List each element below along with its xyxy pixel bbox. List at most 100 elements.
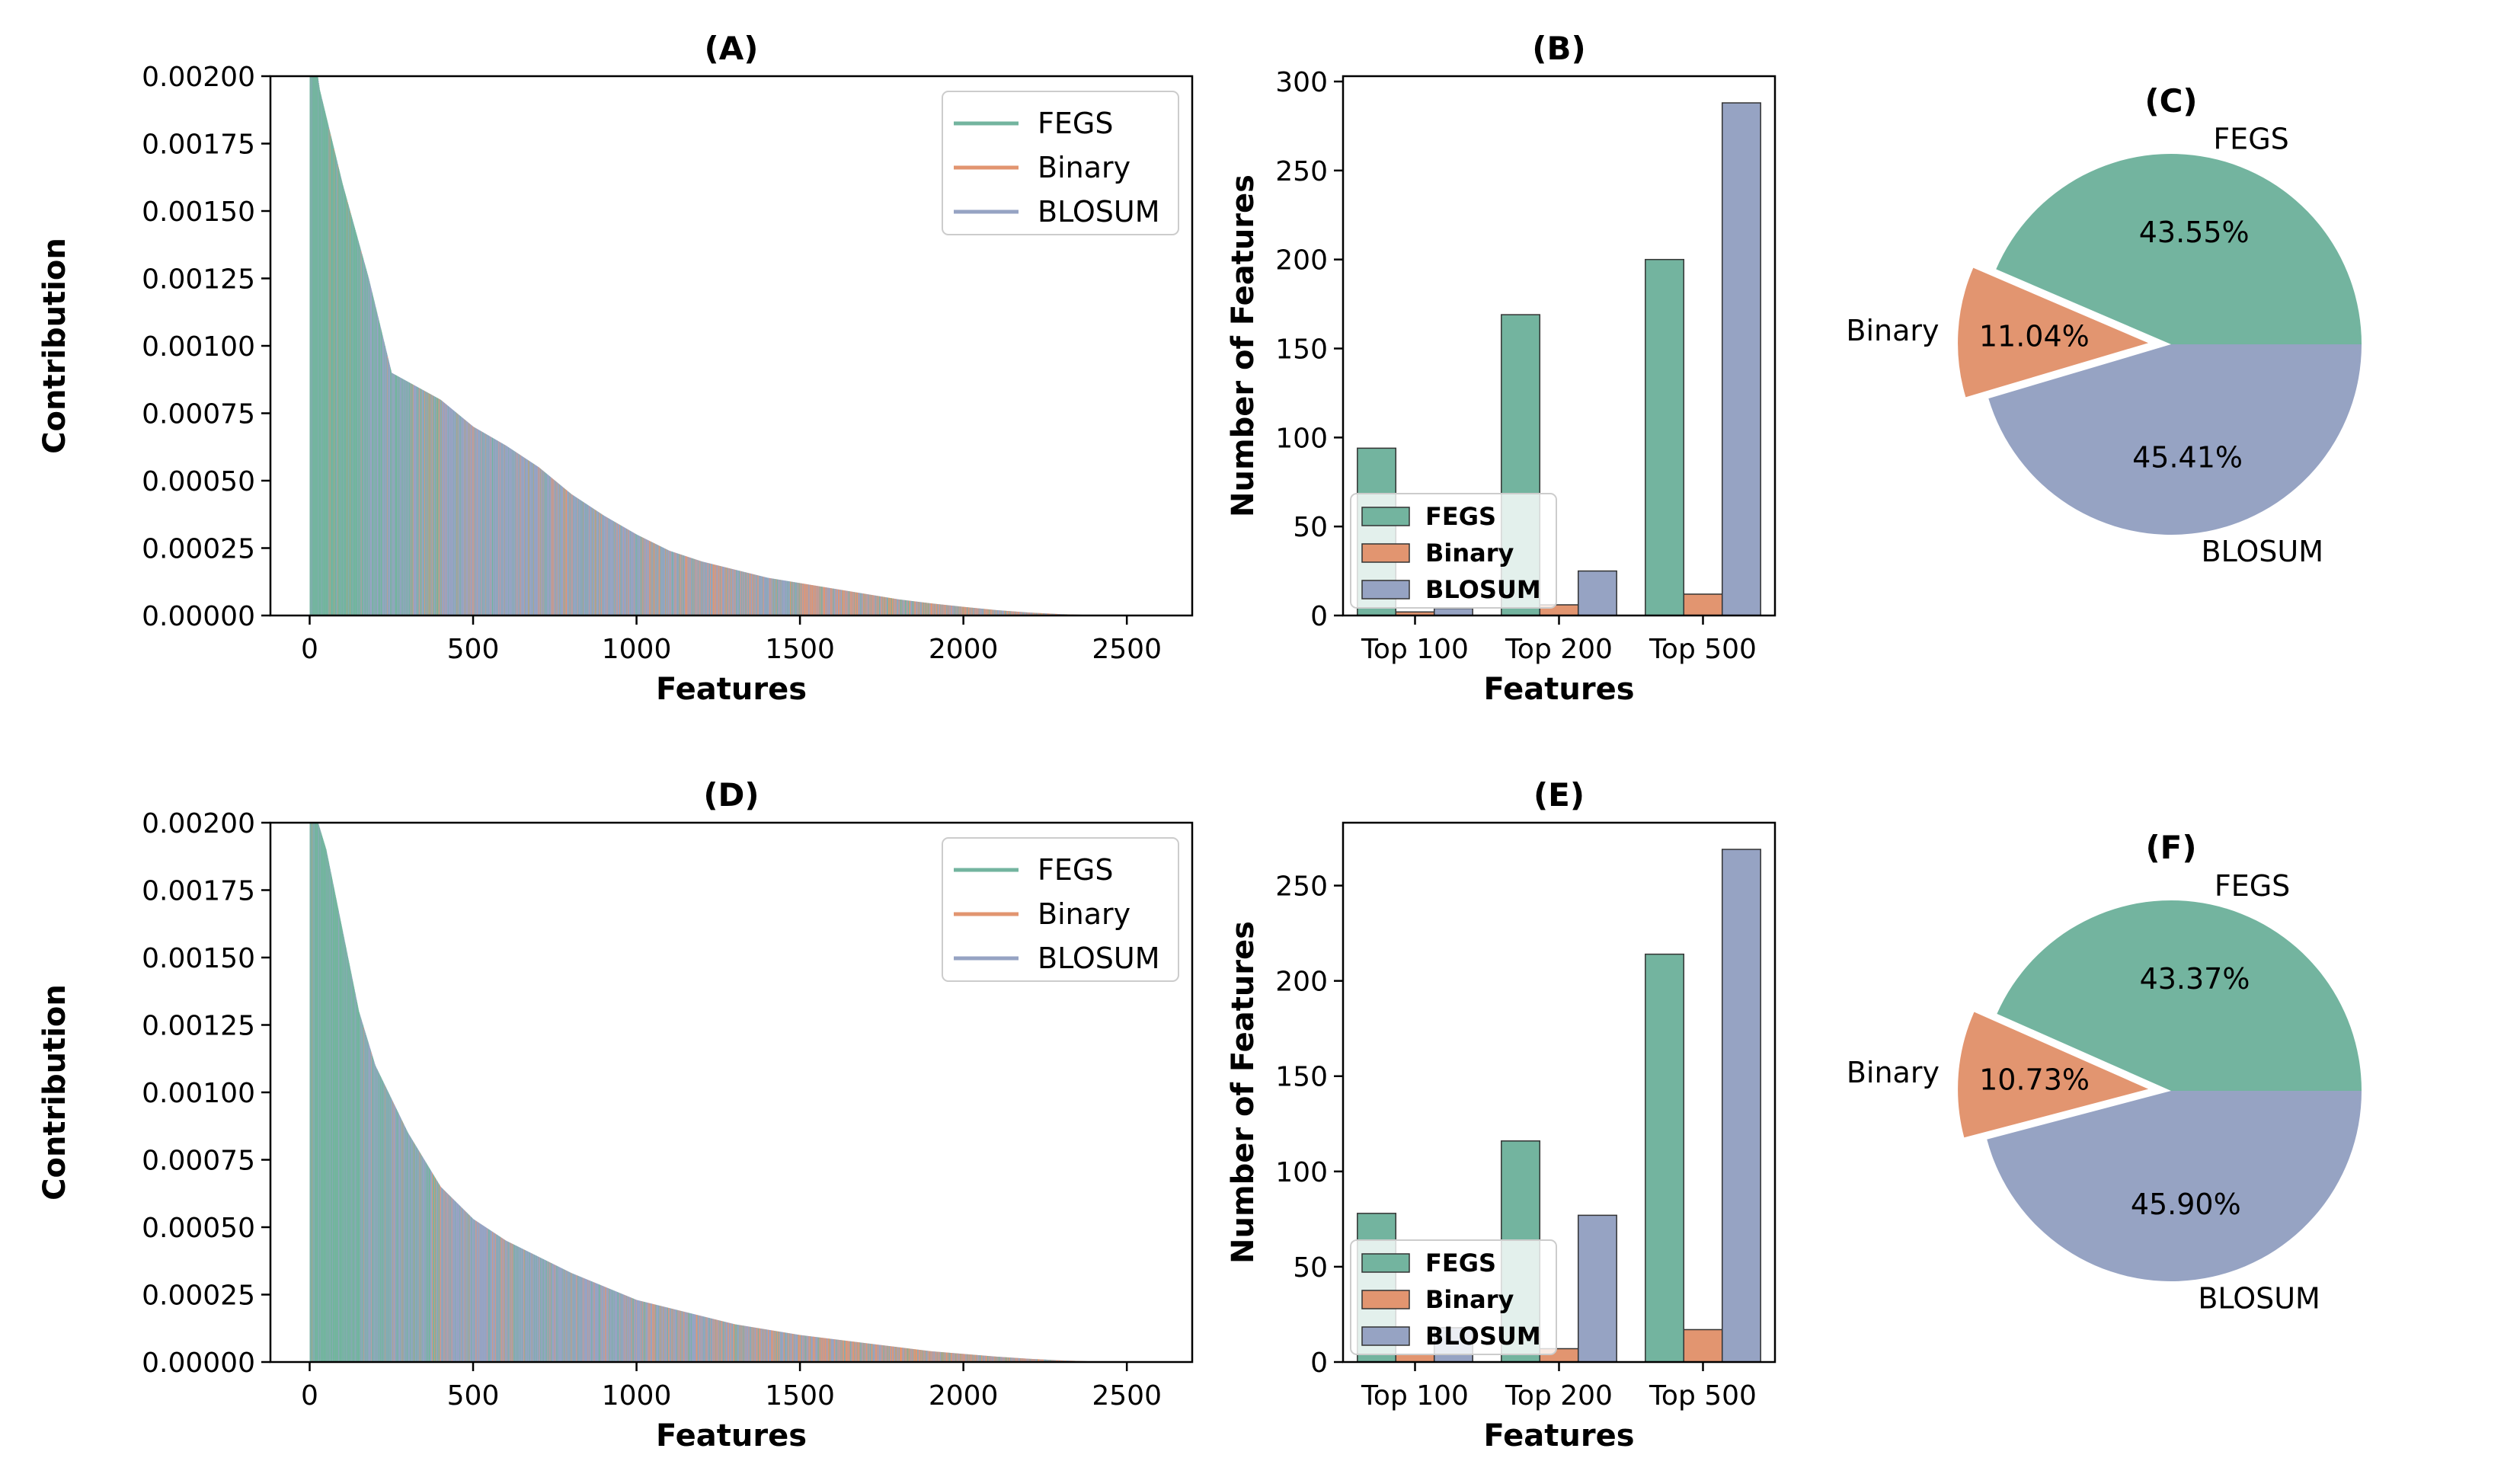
A-feature-bar xyxy=(638,535,639,615)
D-feature-bar xyxy=(401,1119,402,1362)
D-feature-bar xyxy=(734,1324,736,1362)
A-feature-bar xyxy=(884,596,886,615)
A-feature-bar xyxy=(451,408,453,615)
D-feature-bar xyxy=(449,1195,450,1362)
D-feature-bar xyxy=(917,1349,919,1362)
D-feature-bar xyxy=(632,1298,633,1362)
A-feature-bar xyxy=(480,430,481,615)
A-feature-bar xyxy=(619,524,621,615)
A-feature-bar xyxy=(971,607,973,615)
A-feature-bar xyxy=(983,609,985,615)
D-feature-bar xyxy=(662,1306,664,1362)
A-feature-bar xyxy=(651,542,653,615)
A-feature-bar xyxy=(870,594,871,615)
A-feature-bar xyxy=(1049,613,1050,615)
A-feature-bar xyxy=(984,609,986,615)
A-feature-bar xyxy=(612,520,613,615)
D-feature-bar xyxy=(732,1323,734,1362)
A-feature-bar xyxy=(560,484,561,615)
D-feature-bar xyxy=(664,1306,665,1362)
A-feature-bar xyxy=(702,561,704,615)
D-feature-bar xyxy=(400,1117,401,1362)
D-feature-bar xyxy=(364,1031,366,1362)
A-feature-bar xyxy=(408,382,410,615)
A-feature-bar xyxy=(537,466,539,615)
A-feature-bar xyxy=(439,398,440,615)
A-feature-bar xyxy=(519,454,520,615)
A-feature-bar xyxy=(629,530,630,615)
D-feature-bar xyxy=(376,1068,377,1362)
A-feature-bar xyxy=(910,600,911,615)
D-feature-bar xyxy=(451,1197,453,1362)
A-feature-bar xyxy=(1001,610,1003,615)
D-feature-bar xyxy=(1032,1359,1034,1362)
A-feature-bar xyxy=(389,366,391,615)
A-feature-bar xyxy=(930,603,932,615)
D-feature-bar xyxy=(880,1345,881,1362)
D-feature-bar xyxy=(491,1231,493,1362)
D-feature-bar xyxy=(922,1350,923,1362)
A-feature-bar xyxy=(435,397,437,615)
D-feature-bar xyxy=(422,1157,424,1362)
A-feature-bar xyxy=(868,594,869,615)
D-feature-bar xyxy=(610,1289,611,1362)
D-feature-bar xyxy=(441,1188,443,1362)
A-feature-bar xyxy=(652,542,653,615)
A-feature-bar xyxy=(881,596,883,615)
D-feature-bar xyxy=(682,1311,683,1362)
A-feature-bar xyxy=(366,271,367,615)
A-feature-bar xyxy=(905,600,907,615)
D-feature-bar xyxy=(1034,1359,1035,1362)
A-feature-bar xyxy=(897,599,898,615)
D-feature-bar xyxy=(1025,1358,1027,1362)
A-feature-bar xyxy=(463,418,464,615)
D-feature-bar xyxy=(1054,1360,1056,1362)
D-feature-bar xyxy=(402,1122,404,1362)
D-feature-bar xyxy=(358,1009,360,1362)
A-feature-bar xyxy=(820,586,821,615)
D-feature-bar xyxy=(628,1297,629,1362)
D-feature-bar xyxy=(1040,1359,1041,1362)
A-feature-bar xyxy=(853,592,855,615)
A-feature-bar xyxy=(990,609,991,615)
D-feature-bar xyxy=(637,1300,638,1362)
D-feature-bar xyxy=(963,1354,964,1362)
A-feature-bar xyxy=(945,605,947,615)
A-feature-bar xyxy=(951,606,953,615)
A-feature-bar xyxy=(1016,611,1018,615)
A-feature-bar xyxy=(505,445,507,615)
A-feature-bar xyxy=(1028,612,1029,615)
D-feature-bar xyxy=(916,1349,918,1362)
A-feature-bar xyxy=(657,545,658,615)
A-feature-bar xyxy=(880,596,881,615)
A-feature-bar xyxy=(381,329,382,615)
D-feature-bar xyxy=(814,1336,815,1362)
A-feature-bar xyxy=(759,575,760,615)
D-feature-bar xyxy=(318,823,319,1362)
D-feature-bar xyxy=(859,1342,860,1362)
A-feature-bar xyxy=(632,532,633,615)
A-feature-bar xyxy=(782,580,783,615)
D-feature-bar xyxy=(760,1328,761,1362)
D-feature-bar xyxy=(674,1309,676,1362)
A-feature-bar xyxy=(516,452,518,615)
A-feature-bar xyxy=(708,563,710,615)
A-feature-bar xyxy=(968,607,969,615)
A-feature-bar xyxy=(957,606,958,615)
D-feature-bar xyxy=(621,1293,622,1362)
D-feature-bar xyxy=(990,1356,991,1362)
A-feature-bar xyxy=(411,384,413,615)
A-feature-bar xyxy=(689,558,691,615)
A-feature-bar xyxy=(894,599,896,615)
D-feature-bar xyxy=(985,1355,987,1362)
A-feature-bar xyxy=(1038,612,1040,615)
D-feature-bar xyxy=(932,1351,934,1362)
D-feature-bar xyxy=(678,1310,680,1362)
A-feature-bar xyxy=(339,173,341,615)
D-feature-bar xyxy=(317,823,318,1362)
A-feature-bar xyxy=(400,377,401,615)
D-feature-bar xyxy=(910,1348,911,1362)
D-feature-bar xyxy=(689,1313,691,1362)
D-feature-bar xyxy=(457,1203,458,1362)
